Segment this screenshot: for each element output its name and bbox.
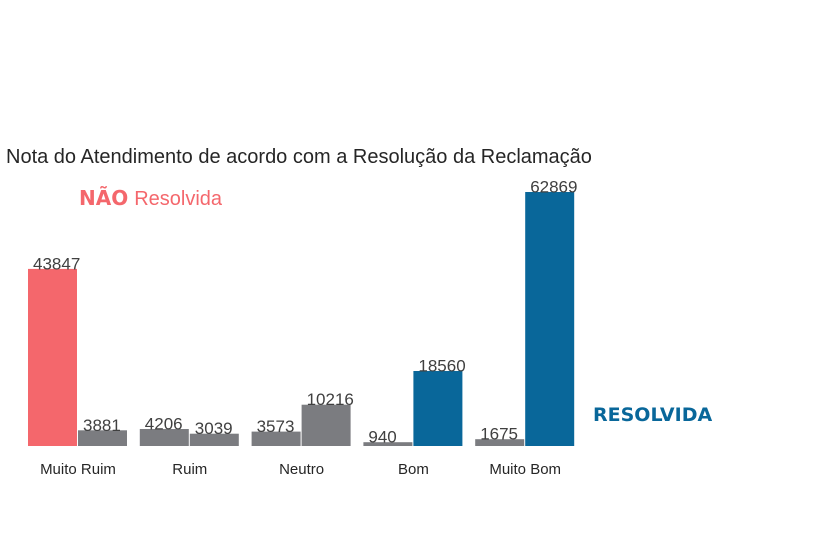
value-labels-layer: 43847 3881 4206 3039 3573 10216 940 18560 1675 62…: [33, 178, 577, 447]
x-tick-label: Muito Ruim: [40, 461, 116, 478]
x-tick-label: Muito Bom: [489, 461, 561, 478]
annotation-nao-resolvida: NÃO Resolvida: [79, 186, 223, 210]
chart-title: Nota do Atendimento de acordo com a Reso…: [6, 146, 592, 168]
bar-bom-s1: [363, 442, 413, 446]
bar-muito-ruim-s1: [28, 268, 77, 446]
bar-ruim-s1: [139, 429, 189, 446]
bar-muito-bom-s1: [475, 439, 525, 446]
x-tick-label: Bom: [398, 461, 429, 478]
bar-muito-bom-s2: [525, 192, 575, 446]
data-label: 18560: [418, 357, 465, 376]
x-tick-label: Ruim: [172, 461, 207, 478]
bar-neutro-s2: [301, 404, 351, 446]
annotation-resolvida-word: Resolvida: [134, 188, 223, 210]
bar-muito-ruim-s2: [78, 430, 127, 446]
x-tick-label: Neutro: [279, 461, 324, 478]
data-label: 3881: [83, 416, 121, 435]
annotation-resolvida: RESOLVIDA: [593, 404, 712, 426]
data-label: 1675: [480, 425, 518, 444]
data-label: 4206: [145, 415, 183, 434]
data-label: 3573: [257, 417, 295, 436]
x-tick-labels-layer: Muito Ruim Ruim Neutro Bom Muito Bom: [40, 461, 561, 478]
data-label: 940: [368, 428, 396, 447]
data-label: 10216: [307, 390, 354, 409]
annotation-nao-bold: NÃO: [79, 186, 128, 210]
bars-layer: [28, 192, 575, 446]
bar-ruim-s2: [189, 433, 239, 446]
bar-bom-s2: [413, 371, 463, 446]
bar-neutro-s1: [251, 431, 301, 446]
data-label: 62869: [530, 178, 577, 197]
data-label: 43847: [33, 254, 80, 273]
data-label: 3039: [195, 419, 233, 438]
